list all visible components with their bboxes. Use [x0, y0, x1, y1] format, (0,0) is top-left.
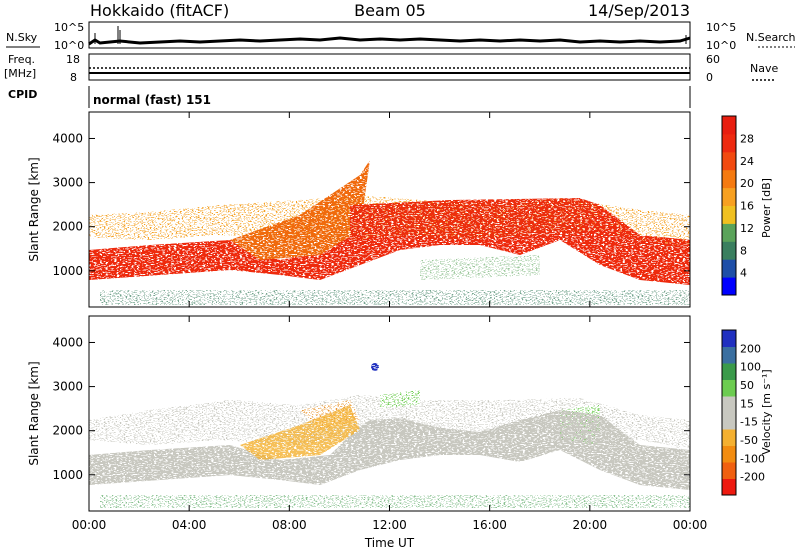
x-tick-label: 00:00: [673, 518, 708, 532]
colorbar-swatch: [722, 277, 736, 296]
colorbar-tick-label: -200: [740, 471, 765, 484]
colorbar-tick-label: 20: [740, 177, 754, 190]
colorbar-frame: [721, 115, 737, 296]
freq-unit: [MHz]: [4, 67, 36, 80]
colorbar-tick-label: 50: [740, 379, 754, 392]
colorbar-tick-label: 100: [740, 361, 761, 374]
colorbar-tick-label: -100: [740, 452, 765, 465]
colorbar-swatch: [722, 346, 736, 364]
date-title: 14/Sep/2013: [588, 1, 690, 20]
colorbar-swatch: [722, 363, 736, 380]
colorbar-label: Velocity [m s⁻¹]: [760, 369, 773, 454]
nave-label: Nave: [750, 62, 778, 75]
colorbar-swatch: [722, 259, 736, 278]
cpid-text: normal (fast) 151: [93, 93, 211, 107]
y-tick-label: 4000: [52, 335, 83, 349]
cpid-label: CPID: [8, 88, 37, 101]
colorbar-swatch: [722, 223, 736, 242]
freq-tick-top: 18: [66, 53, 80, 66]
nsky-trace: [88, 36, 691, 46]
colorbar-frame: [721, 329, 737, 496]
colorbar-tick-label: 15: [740, 397, 754, 410]
colorbar-swatch: [722, 412, 736, 430]
freq-panel: [88, 53, 691, 81]
colorbar-tick-label: -15: [740, 416, 758, 429]
y-tick-label: 4000: [52, 131, 83, 145]
colorbar-swatch: [722, 429, 736, 446]
colorbar-swatch: [722, 169, 736, 189]
colorbar-swatch: [722, 133, 736, 153]
station-title: Hokkaido (fitACF): [90, 1, 229, 20]
nsky-tick-bottom: 10^0: [54, 39, 84, 52]
power-panel: [88, 111, 691, 308]
y-tick-label: 3000: [52, 176, 83, 190]
x-tick-label: 00:00: [72, 518, 107, 532]
y-tick-label: 2000: [52, 220, 83, 234]
x-tick-label: 04:00: [172, 518, 207, 532]
freq-label: Freq.: [8, 53, 35, 66]
nsearch-tick-bottom: 10^0: [706, 39, 736, 52]
y-tick-label: 1000: [52, 468, 83, 482]
colorbar-tick-label: 4: [740, 267, 747, 280]
velocity-heatmap: [89, 363, 690, 508]
y-axis-label: Slant Range [km]: [27, 361, 41, 465]
colorbar-swatch: [722, 478, 736, 496]
nave-tick-top: 60: [706, 53, 720, 66]
colorbar-tick-label: 24: [740, 155, 754, 168]
colorbar-swatch: [722, 462, 736, 479]
x-tick-label: 16:00: [472, 518, 507, 532]
y-tick-label: 1000: [52, 264, 83, 278]
x-tick-label: 12:00: [372, 518, 407, 532]
x-tick-label: 20:00: [573, 518, 608, 532]
x-tick-label: 08:00: [272, 518, 307, 532]
colorbar-swatch: [722, 396, 736, 413]
nsky-label: N.Sky: [6, 31, 38, 44]
colorbar-swatch: [722, 151, 736, 171]
colorbar-swatch: [722, 330, 736, 347]
colorbar-swatch: [722, 241, 736, 260]
colorbar-tick-label: 28: [740, 132, 754, 145]
nave-tick-bottom: 0: [706, 71, 713, 84]
colorbar-tick-label: 16: [740, 200, 754, 213]
colorbar-swatch: [722, 116, 736, 135]
freq-tick-bottom: 8: [70, 71, 77, 84]
nsky-panel: [88, 21, 691, 49]
colorbar-tick-label: 12: [740, 222, 754, 235]
beam-title: Beam 05: [354, 1, 426, 20]
y-tick-label: 3000: [52, 380, 83, 394]
colorbar-tick-label: 8: [740, 244, 747, 257]
nsearch-label: N.Search: [746, 31, 796, 44]
colorbar-tick-label: 200: [740, 342, 761, 355]
y-axis-label: Slant Range [km]: [27, 157, 41, 261]
nsearch-tick-top: 10^5: [706, 21, 736, 34]
colorbar-label: Power [dB]: [760, 178, 773, 238]
velocity-panel: [88, 315, 691, 512]
nsky-tick-top: 10^5: [54, 21, 84, 34]
power-heatmap: [89, 160, 690, 305]
colorbar-swatch: [722, 379, 736, 397]
colorbar-swatch: [722, 205, 736, 224]
colorbar-swatch: [722, 445, 736, 463]
colorbar-tick-label: -50: [740, 434, 758, 447]
y-tick-label: 2000: [52, 424, 83, 438]
colorbar-swatch: [722, 187, 736, 206]
x-axis-label: Time UT: [364, 536, 415, 550]
